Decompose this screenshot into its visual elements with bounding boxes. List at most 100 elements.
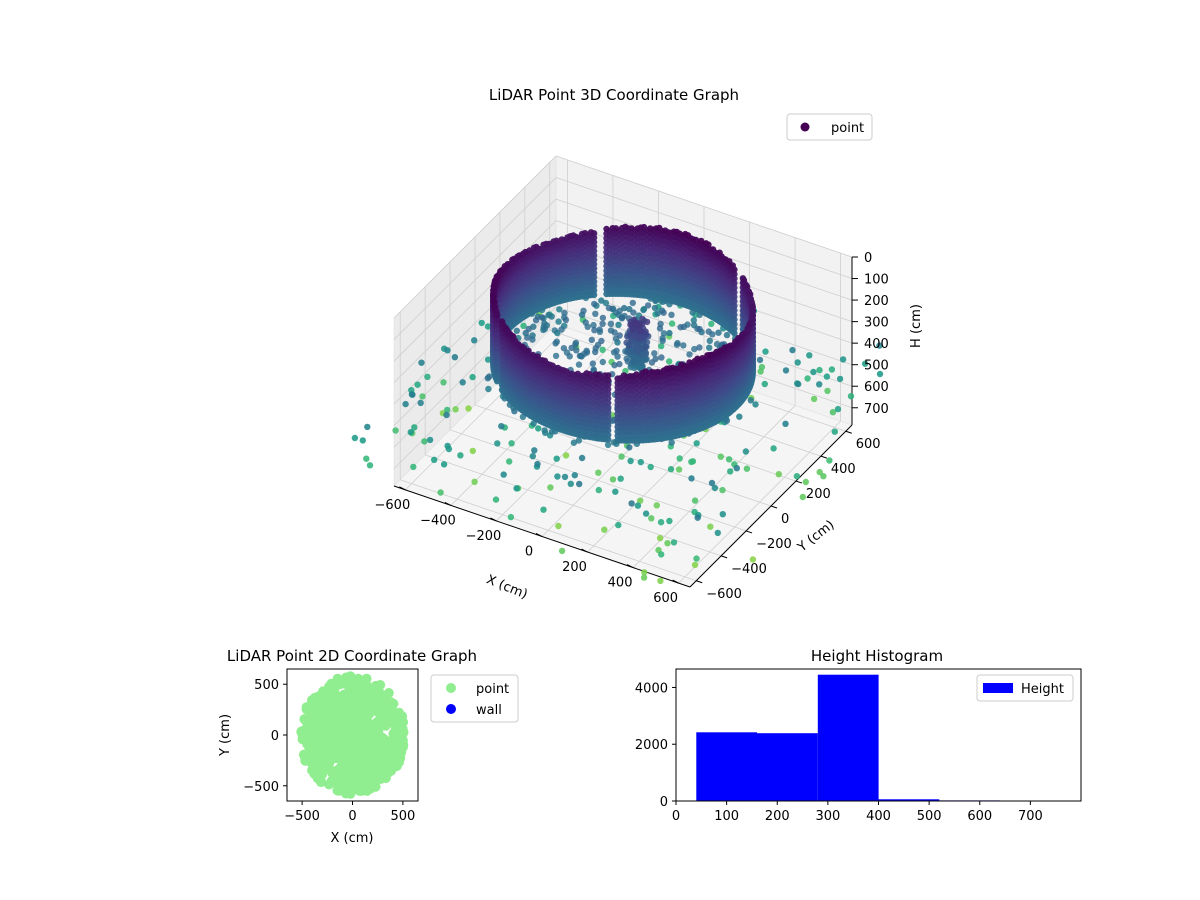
point-3d (613, 347, 620, 354)
point-3d (717, 453, 724, 460)
point-3d (535, 425, 542, 432)
point-3d (829, 409, 837, 416)
point-3d (444, 347, 451, 354)
point-3d (614, 437, 621, 444)
point-3d (689, 458, 697, 465)
point-3d (634, 347, 642, 354)
point-3d (733, 465, 740, 472)
point-3d (580, 307, 587, 314)
point-3d (770, 445, 777, 452)
point-3d (657, 577, 664, 585)
point-3d (598, 405, 606, 412)
point-3d (708, 320, 715, 328)
point-3d (452, 406, 459, 413)
point-3d (706, 337, 713, 344)
point-3d (642, 344, 649, 351)
point-3d (492, 496, 500, 503)
point-3d (611, 362, 618, 369)
point-3d (471, 337, 478, 344)
point-3d (469, 373, 476, 381)
point-3d (614, 415, 621, 422)
point-3d (820, 473, 827, 480)
point-3d (459, 379, 466, 386)
point-3d (596, 328, 604, 335)
point-3d (418, 359, 425, 366)
point-3d (614, 401, 621, 409)
point-3d (706, 344, 713, 351)
x-tick-label: 600 (653, 591, 678, 606)
point-3d (494, 316, 501, 324)
point-3d (591, 327, 598, 334)
point-3d (598, 435, 606, 443)
y-tick-mark (770, 505, 778, 509)
point-3d (494, 349, 501, 357)
chart-3d-ylabel: Y (cm) (794, 518, 837, 556)
point-3d (484, 356, 492, 363)
x-tick-mark (535, 533, 543, 537)
point-3d (707, 523, 714, 530)
point-3d (599, 314, 607, 322)
point-3d (876, 370, 884, 378)
point-3d (634, 333, 641, 341)
point-3d (592, 348, 599, 356)
x-tick-label: −200 (466, 529, 502, 544)
point-3d (583, 349, 591, 356)
point-3d (789, 346, 796, 354)
point-3d (595, 486, 602, 494)
point-3d (709, 331, 716, 338)
point-3d (617, 475, 624, 482)
point-3d (642, 350, 650, 357)
point-3d (568, 344, 575, 352)
point-3d (599, 320, 606, 327)
grid-back-z (555, 155, 853, 258)
grid-floor-y (425, 454, 722, 557)
point-3d (612, 309, 619, 316)
point-3d (662, 297, 669, 305)
point-3d (494, 373, 501, 380)
point-3d (651, 350, 658, 357)
point-3d (529, 336, 536, 343)
point-3d (410, 463, 417, 471)
chart-3d-legend: point (786, 113, 873, 141)
point-3d (443, 411, 450, 419)
point-3d (578, 454, 586, 462)
point-3d (626, 444, 633, 451)
point-3d (576, 480, 583, 488)
point-3d (691, 561, 699, 569)
y-tick-mark (745, 530, 753, 534)
point-3d (627, 457, 634, 465)
point-3d (604, 441, 612, 449)
point-3d (719, 511, 726, 518)
point-3d (508, 440, 515, 447)
z-tick-label: 600 (864, 380, 889, 395)
z-tick-label: 400 (864, 337, 889, 352)
chart-2d-title: LiDAR Point 2D Coordinate Graph (227, 647, 477, 665)
point-3d (548, 428, 556, 435)
point-3d (603, 235, 610, 242)
point-3d (614, 406, 621, 413)
point-3d (743, 283, 751, 290)
point-3d (653, 502, 660, 509)
point-3d (494, 326, 501, 333)
point-3d (575, 361, 583, 368)
point-3d (637, 497, 644, 504)
point-3d (556, 306, 563, 313)
y-tick-mark (820, 455, 828, 459)
grid-left-z (393, 177, 557, 340)
point-3d (726, 258, 733, 265)
x-tick-mark (581, 548, 588, 553)
point-3d (660, 330, 668, 337)
point-3d (614, 432, 621, 440)
point-3d (598, 392, 606, 399)
z-tick-label: 300 (864, 316, 889, 331)
point-3d (615, 321, 622, 328)
point-3d (666, 517, 673, 525)
point-3d (631, 364, 638, 372)
point-3d (599, 346, 606, 353)
point-3d (555, 522, 562, 530)
point-3d (494, 345, 501, 352)
point-3d (616, 360, 623, 368)
point-3d (731, 311, 738, 319)
point-3d (440, 379, 447, 386)
y-tick-label: −400 (731, 562, 767, 577)
